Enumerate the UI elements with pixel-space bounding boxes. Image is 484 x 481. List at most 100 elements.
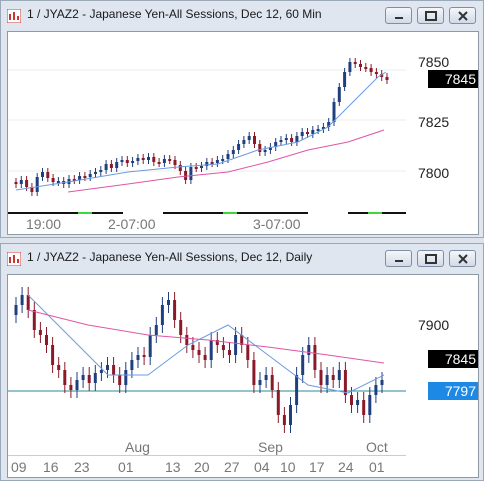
candle-body: [57, 365, 61, 370]
candle-body: [270, 375, 274, 390]
day-label: 01: [369, 459, 385, 475]
y-tick: 7800: [418, 165, 450, 181]
title-bar[interactable]: 1 / JYAZ2 - Japanese Yen-All Sessions, D…: [1, 1, 483, 29]
candle-body: [162, 159, 166, 163]
close-button[interactable]: [449, 7, 476, 24]
candle-body: [35, 177, 39, 192]
price-plot[interactable]: [8, 32, 406, 214]
candle-body: [228, 350, 231, 355]
candle-body: [247, 136, 251, 140]
candle-body: [130, 360, 134, 370]
candle-body: [160, 305, 164, 325]
candle-body: [234, 335, 238, 355]
candle-body: [205, 162, 209, 166]
candle-body: [184, 171, 188, 180]
candle-body: [124, 370, 128, 385]
month-label: Aug: [125, 439, 150, 455]
candle-body: [51, 178, 55, 182]
chart-icon: [7, 252, 21, 266]
minimize-button[interactable]: [385, 7, 412, 24]
day-label: 20: [194, 459, 210, 475]
chart-area-daily[interactable]: 7900 7845 7797 Aug Sep Oct 09 16 23 01 1…: [7, 274, 479, 478]
candle-body: [20, 295, 24, 305]
candle-body: [301, 355, 305, 375]
price-plot[interactable]: [8, 275, 406, 457]
candle-body: [87, 375, 91, 383]
candle-body: [290, 138, 294, 142]
candle-body: [30, 187, 34, 192]
candle-body: [14, 182, 18, 184]
candle-body: [32, 310, 36, 330]
candle-body: [325, 375, 329, 385]
candle-body: [246, 345, 250, 360]
candle-body: [26, 295, 30, 310]
candle-body: [306, 132, 309, 134]
candle-body: [173, 300, 177, 320]
candle-body: [167, 300, 170, 305]
candle-body: [104, 164, 108, 170]
candle-body: [148, 335, 152, 357]
candle-body: [380, 380, 384, 385]
title-bar[interactable]: 1 / JYAZ2 - Japanese Yen-All Sessions, D…: [1, 244, 483, 272]
candle-body: [307, 345, 311, 355]
candle-body: [253, 136, 256, 144]
candle-body: [83, 176, 87, 178]
candle-body: [263, 150, 267, 152]
chart-area-60min[interactable]: 7850 7825 7800 7845 19:00 2-07:00 3-07:0…: [7, 31, 479, 235]
restore-icon: [425, 11, 437, 21]
day-label: 01: [118, 459, 134, 475]
candle-body: [215, 340, 219, 345]
candle-body: [81, 375, 85, 380]
candle-body: [380, 74, 384, 77]
candle-body: [120, 160, 124, 162]
candle-body: [99, 170, 103, 172]
candle-body: [112, 365, 116, 375]
candle-body: [25, 180, 29, 187]
moving-average-line: [27, 294, 385, 394]
candle-body: [125, 160, 129, 163]
minimize-button[interactable]: [385, 250, 412, 267]
candle-body: [353, 62, 357, 64]
x-label: 3-07:00: [253, 216, 301, 232]
candle-body: [118, 375, 122, 385]
candle-body: [191, 345, 195, 350]
candle-body: [369, 68, 373, 72]
y-tick: 7850: [418, 54, 450, 70]
restore-button[interactable]: [417, 7, 444, 24]
close-icon: [458, 254, 468, 264]
day-label: 27: [224, 459, 240, 475]
candle-body: [327, 122, 331, 127]
candle-body: [203, 355, 207, 360]
candle-body: [237, 144, 241, 150]
close-icon: [458, 11, 468, 21]
day-label: 13: [165, 459, 181, 475]
restore-button[interactable]: [417, 250, 444, 267]
candle-body: [14, 305, 18, 315]
candle-body: [231, 150, 235, 154]
candle-body: [316, 129, 320, 131]
session-marker: [368, 212, 382, 214]
y-tick: 7825: [418, 114, 450, 130]
candle-body: [282, 415, 286, 425]
candle-body: [173, 160, 177, 165]
candle-body: [99, 370, 103, 373]
candle-body: [69, 385, 73, 390]
day-label: 16: [43, 459, 59, 475]
line-price-tag: 7797: [428, 382, 478, 400]
candle-body: [75, 380, 79, 390]
chart-window-60min: 1 / JYAZ2 - Japanese Yen-All Sessions, D…: [0, 0, 484, 238]
month-label: Oct: [366, 439, 388, 455]
day-label: 23: [74, 459, 90, 475]
candle-body: [63, 370, 67, 385]
candle-body: [368, 395, 372, 415]
candle-body: [319, 370, 323, 385]
close-button[interactable]: [449, 250, 476, 267]
candle-body: [252, 360, 256, 385]
candle-body: [311, 130, 315, 134]
candle-body: [88, 174, 92, 177]
day-label: 09: [11, 459, 27, 475]
candle-body: [240, 335, 244, 345]
candle-body: [268, 147, 272, 150]
candle-body: [332, 102, 336, 122]
minimize-icon: [395, 260, 403, 262]
